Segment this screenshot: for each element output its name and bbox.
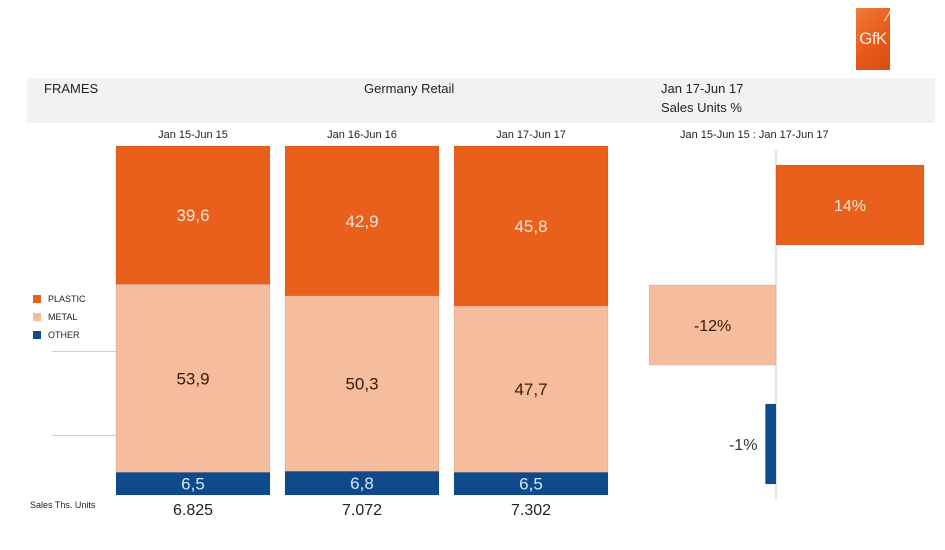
category-label: Jan 15-Jun 15	[158, 129, 228, 141]
header-band	[27, 78, 935, 123]
change-bar-metal	[648, 284, 777, 366]
data-label-other: 6,5	[181, 475, 205, 494]
legend-swatch-metal	[33, 313, 41, 321]
legend-item-plastic: PLASTIC	[27, 290, 99, 308]
data-label-plastic: 45,8	[514, 217, 547, 236]
data-label-other: 6,5	[519, 475, 543, 494]
period-title: Jan 17-Jun 17	[661, 81, 744, 96]
category-label: Jan 16-Jun 16	[327, 129, 397, 141]
change-bar-plastic	[775, 164, 925, 246]
change-chart-title: Jan 15-Jun 15 : Jan 17-Jun 17	[680, 129, 829, 141]
bar-segment-metal	[115, 283, 271, 473]
data-label-plastic: 39,6	[176, 206, 209, 225]
legend: PLASTIC METAL OTHER	[27, 290, 99, 344]
legend-label: PLASTIC	[48, 294, 86, 304]
bar-segment-plastic	[284, 145, 440, 297]
total-value: 7.072	[341, 502, 383, 519]
data-label-other: 6,8	[350, 474, 374, 493]
gfk-logo-icon: GfK	[856, 8, 891, 70]
legend-swatch-other	[33, 331, 41, 339]
guide-line	[52, 351, 116, 352]
data-label-metal: 53,9	[176, 369, 209, 388]
data-label-plastic: 42,9	[345, 212, 378, 231]
legend-item-metal: METAL	[27, 308, 99, 326]
legend-label: OTHER	[48, 330, 80, 340]
total-value: 7.302	[510, 502, 552, 519]
guide-line	[52, 435, 116, 436]
totals-label: Sales Ths. Units	[30, 500, 96, 510]
change-label-other: -1%	[729, 437, 757, 454]
category-title: FRAMES	[44, 81, 99, 96]
market-title: Germany Retail	[364, 81, 455, 96]
bar-segment-metal	[453, 305, 609, 473]
measure-title: Sales Units %	[661, 100, 742, 115]
logo-text: GfK	[859, 29, 887, 48]
bar-segment-metal	[284, 295, 440, 472]
total-value: 6.825	[172, 502, 214, 519]
change-bar-other	[765, 403, 777, 485]
data-label-metal: 50,3	[345, 374, 378, 393]
data-label-metal: 47,7	[514, 380, 547, 399]
category-label: Jan 17-Jun 17	[496, 129, 566, 141]
change-label-plastic: 14%	[834, 198, 866, 215]
bar-segment-plastic	[453, 145, 609, 307]
legend-item-other: OTHER	[27, 326, 99, 344]
change-label-metal: -12%	[694, 318, 731, 335]
bar-segment-plastic	[115, 145, 271, 285]
legend-swatch-plastic	[33, 295, 41, 303]
legend-label: METAL	[48, 312, 78, 322]
